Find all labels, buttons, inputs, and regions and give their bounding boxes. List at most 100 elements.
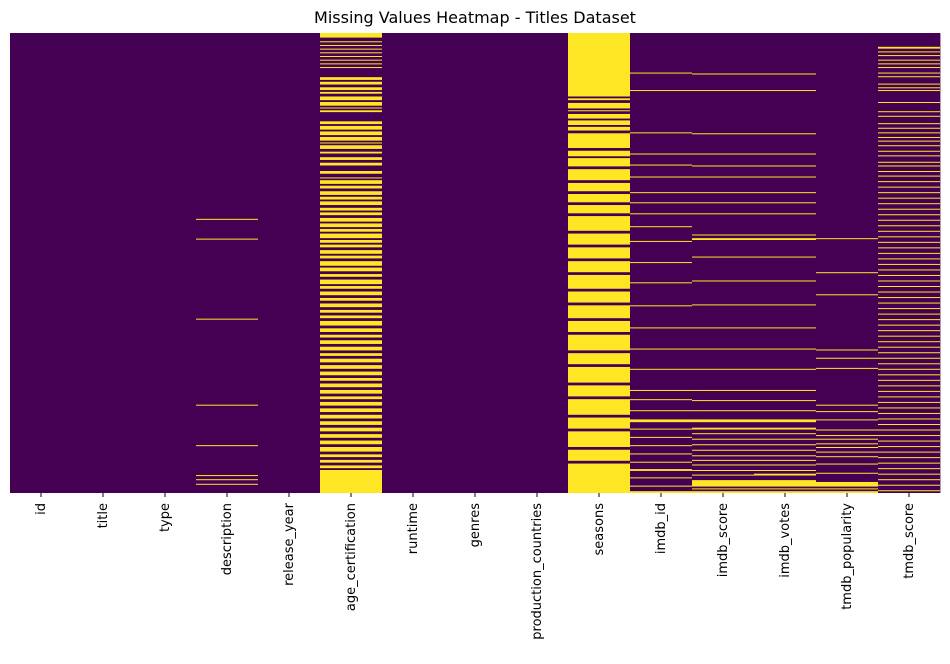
missing-cell — [878, 457, 940, 459]
missing-cell — [692, 176, 754, 178]
missing-cell — [878, 468, 940, 470]
missing-cell — [878, 374, 940, 376]
missing-cell — [630, 72, 692, 74]
missing-cell — [320, 315, 382, 319]
missing-cell — [630, 226, 692, 228]
missing-cell — [320, 434, 382, 438]
missing-cell — [754, 438, 816, 440]
missing-cell — [878, 175, 940, 177]
missing-cell — [878, 51, 940, 53]
missing-cell — [692, 280, 754, 282]
missing-cell — [878, 63, 940, 65]
missing-cell — [878, 230, 940, 232]
missing-cell — [754, 256, 816, 258]
missing-cell — [878, 462, 940, 464]
x-tick-label: release_year — [282, 502, 297, 586]
x-tick-label: runtime — [406, 503, 421, 554]
missing-cell — [754, 480, 816, 487]
missing-cell — [692, 464, 754, 466]
missing-cell — [320, 389, 382, 394]
x-tick-label: type — [158, 503, 173, 532]
missing-cell — [630, 389, 692, 391]
missing-cell — [196, 238, 258, 240]
heatmap-column-description — [196, 33, 259, 493]
missing-cell — [568, 120, 630, 125]
missing-cell — [568, 150, 630, 157]
missing-cell — [320, 421, 382, 425]
missing-cell — [320, 162, 382, 166]
heatmap-column-imdb-votes — [754, 33, 817, 493]
missing-cell — [320, 171, 382, 174]
missing-cell — [816, 447, 878, 448]
missing-cell — [754, 433, 816, 435]
missing-cell — [692, 449, 754, 451]
missing-cell — [320, 261, 382, 266]
missing-cell — [754, 192, 816, 194]
missing-cell — [568, 399, 630, 415]
missing-cell — [320, 320, 382, 326]
missing-cell — [878, 302, 940, 304]
missing-cell — [320, 244, 382, 248]
missing-cell — [320, 454, 382, 458]
missing-cell — [878, 446, 940, 448]
x-tick-label: genres — [468, 503, 483, 548]
missing-cell — [754, 234, 816, 236]
missing-cell — [878, 401, 940, 403]
missing-cell — [630, 327, 692, 329]
missing-cell — [630, 428, 692, 430]
missing-cell — [568, 102, 630, 109]
missing-cell — [754, 304, 816, 306]
missing-cell — [568, 169, 630, 181]
missing-cell — [568, 291, 630, 303]
missing-cell — [754, 410, 816, 412]
heatmap-column-genres — [444, 33, 507, 493]
missing-cell — [320, 459, 382, 463]
missing-cell — [816, 238, 878, 240]
missing-cell — [630, 132, 692, 134]
missing-cell — [320, 291, 382, 296]
missing-cell — [878, 313, 940, 315]
missing-cell — [630, 469, 692, 471]
missing-cell — [568, 33, 630, 97]
missing-cell — [568, 385, 630, 397]
missing-cell — [568, 133, 630, 148]
missing-cell — [320, 196, 382, 200]
missing-cell — [816, 429, 878, 431]
missing-cell — [320, 157, 382, 160]
missing-cell — [320, 185, 382, 189]
missing-cell — [878, 368, 940, 370]
missing-cell — [692, 488, 754, 490]
missing-cell — [878, 308, 940, 310]
missing-cell — [568, 431, 630, 447]
missing-cell — [630, 164, 692, 166]
missing-cell — [630, 240, 692, 242]
missing-cell — [878, 490, 940, 492]
missing-cell — [320, 447, 382, 452]
missing-cell — [568, 320, 630, 332]
missing-cell — [320, 77, 382, 80]
missing-cell — [320, 353, 382, 356]
missing-cell — [630, 453, 692, 455]
missing-cell — [878, 335, 940, 337]
missing-cell — [630, 477, 692, 479]
missing-cell — [568, 182, 630, 192]
missing-cell — [320, 67, 382, 69]
missing-cell — [630, 399, 692, 401]
missing-cell — [320, 151, 382, 154]
missing-cell — [816, 438, 878, 440]
missing-cell — [692, 153, 754, 155]
missing-cell — [320, 427, 382, 432]
missing-cell — [816, 443, 878, 445]
missing-cell — [878, 140, 940, 142]
missing-cell — [816, 451, 878, 453]
missing-cell — [320, 408, 382, 413]
missing-cell — [692, 438, 754, 440]
missing-cell — [568, 449, 630, 461]
missing-cell — [320, 191, 382, 195]
missing-cell — [878, 435, 940, 437]
missing-cell — [878, 214, 940, 216]
missing-cell — [320, 470, 382, 493]
missing-cell — [630, 202, 692, 204]
missing-cell — [754, 400, 816, 402]
missing-cell — [320, 110, 382, 113]
